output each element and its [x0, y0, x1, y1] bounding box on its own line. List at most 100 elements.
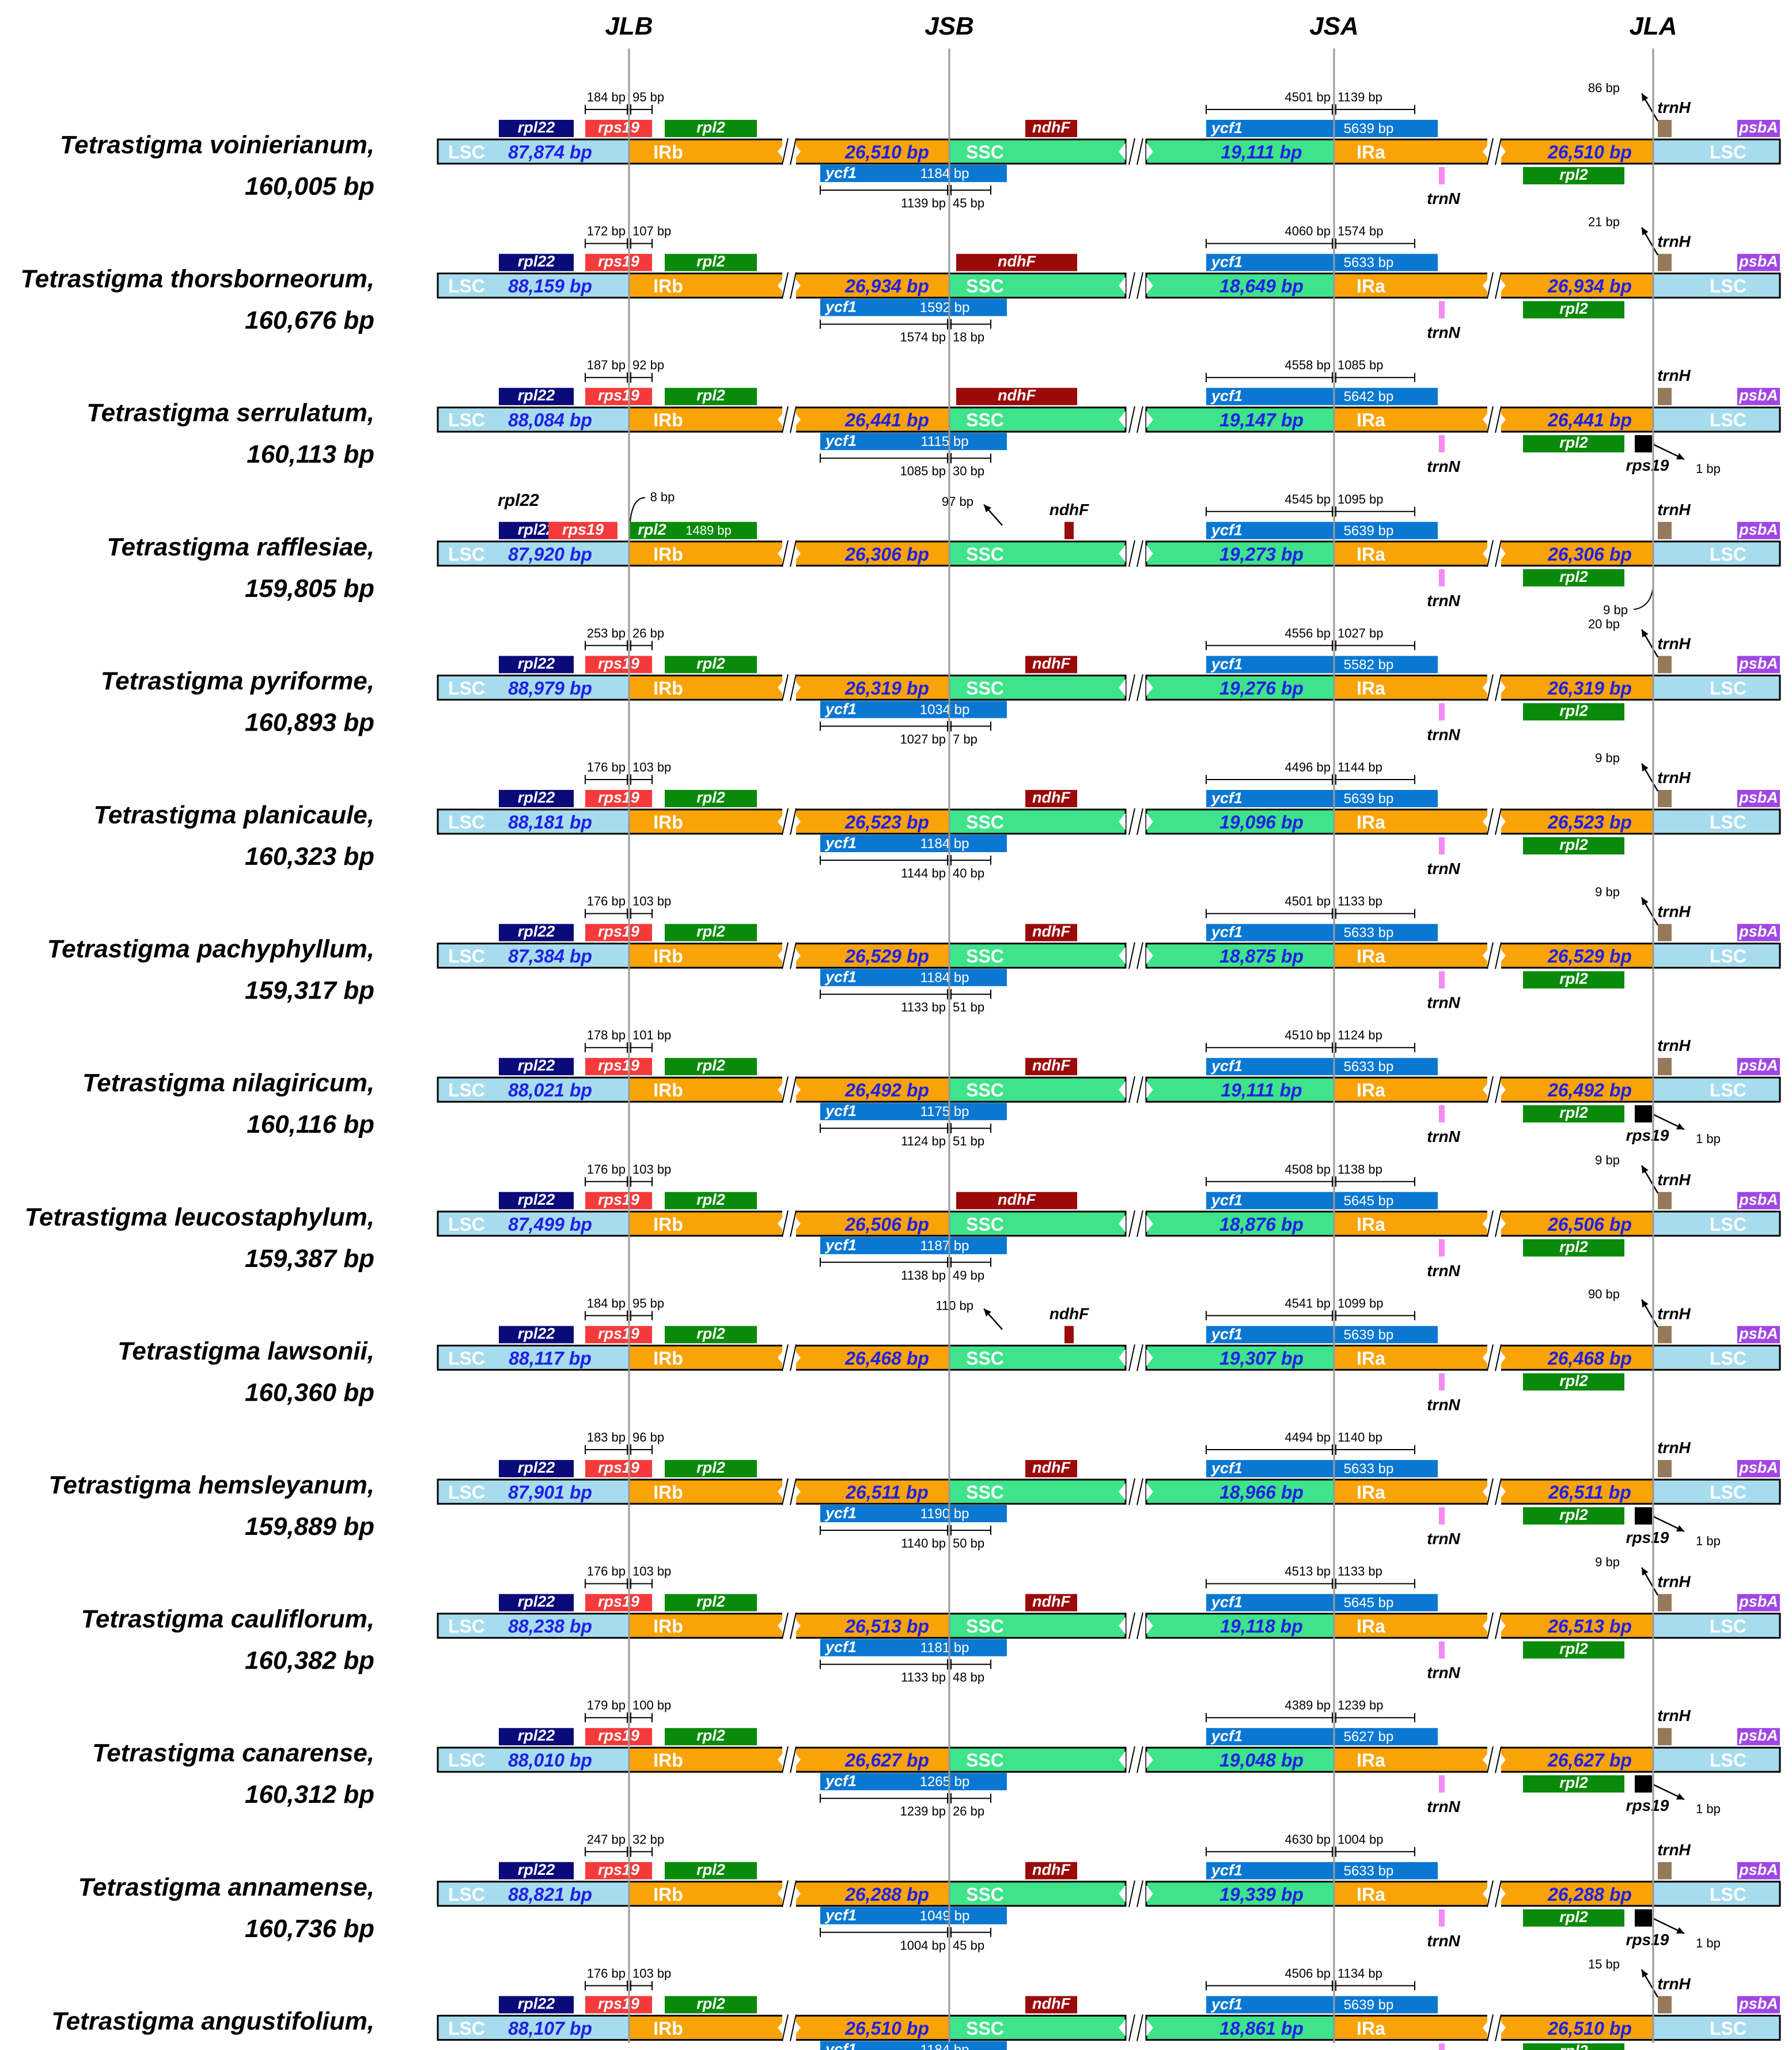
- lsc-label: LSC: [448, 1750, 485, 1771]
- lsc-right-label: LSC: [1710, 1750, 1746, 1771]
- rpl2-ira-label: rpl2: [1559, 702, 1588, 719]
- rpl2-ira-box: [1523, 971, 1624, 989]
- rpl22-label: rpl22: [518, 923, 555, 940]
- break-mark: [1487, 1612, 1494, 1639]
- irb-label: IRb: [653, 678, 683, 698]
- rpl2-label: rpl2: [696, 1325, 725, 1342]
- ssc-arrow: [1119, 544, 1126, 562]
- ycf1-ssc-label: ycf1: [1210, 521, 1242, 539]
- jsa-bracket-right-value: 1133 bp: [1338, 894, 1382, 909]
- trnn-box: [1439, 971, 1445, 989]
- rpl22-box: [499, 924, 574, 941]
- trnh-gap-arrow-head: [1642, 227, 1649, 236]
- trnh-box: [1658, 1192, 1672, 1209]
- break-mark: [1487, 1344, 1494, 1371]
- ssc-right-arrow: [1146, 1483, 1153, 1500]
- trnn-label: trnN: [1427, 860, 1460, 878]
- ycf1-ir-label: ycf1: [824, 298, 857, 316]
- rpl22-label: rpl22: [518, 387, 555, 404]
- rpl2-ira-label: rpl2: [1559, 300, 1588, 317]
- break-mark: [1487, 540, 1494, 568]
- ycf1-ssc-box: [1206, 254, 1438, 271]
- irb-segment: [628, 2014, 786, 2041]
- ssc-length: 19,339 bp: [1219, 1884, 1304, 1905]
- ssc-label: SSC: [966, 678, 1004, 698]
- trnh-gap-value: 20 bp: [1588, 616, 1620, 631]
- ssc-arrow: [1119, 813, 1126, 830]
- rpl22-box: [499, 1594, 574, 1612]
- break-mark: [782, 406, 789, 433]
- jsa-bracket-right-value: 1099 bp: [1338, 1296, 1384, 1310]
- break-mark: [1495, 1612, 1502, 1639]
- species-row: Tetrastigma angustifolium, 159,988 bp LSC 8…: [51, 1957, 1781, 2050]
- ira-length: 26,492 bp: [1547, 1080, 1632, 1100]
- trnh-label: trnH: [1657, 1573, 1691, 1591]
- ssc-right-arrow: [1146, 1215, 1153, 1232]
- ndhf-label: ndhF: [998, 253, 1036, 270]
- irb-cont-segment: [793, 540, 950, 567]
- ndhf-label: ndhF: [1032, 789, 1071, 806]
- ira-cont-segment: [1498, 808, 1654, 835]
- break-mark: [790, 1478, 797, 1506]
- break-mark: [1128, 1344, 1135, 1371]
- psba-label: psbA: [1738, 923, 1778, 940]
- jsa-bracket-right-value: 1239 bp: [1338, 1698, 1384, 1712]
- ndhf-label: ndhF: [998, 387, 1036, 404]
- rps19-ira-label: rps19: [1626, 1796, 1669, 1814]
- lsc-label: LSC: [448, 812, 485, 833]
- ssc-label: SSC: [966, 1750, 1004, 1771]
- jsa-bracket-left-value: 4506 bp: [1285, 1966, 1331, 1980]
- ssc-right-arrow: [1146, 1617, 1153, 1635]
- jsb-bracket-right-value: 18 bp: [953, 330, 984, 345]
- trnh-box: [1658, 1594, 1672, 1612]
- trnh-gap-arrow-head: [1642, 93, 1649, 101]
- genome-size: 160,005 bp: [245, 172, 374, 201]
- species-row: Tetrastigma leucostaphylum, 159,387 bp LSC…: [25, 1153, 1781, 1283]
- trnh-box: [1658, 521, 1672, 539]
- ssc-label: SSC: [966, 2018, 1004, 2038]
- trnh-gap-arrow-head: [1642, 629, 1649, 638]
- lsc-label: LSC: [448, 1482, 485, 1503]
- irb-length: 26,627 bp: [844, 1750, 929, 1771]
- irb-segment: [628, 808, 786, 835]
- rps19-box: [585, 1728, 652, 1746]
- irb-label: IRb: [653, 276, 683, 297]
- jsb-bracket-left-value: 1027 bp: [900, 732, 946, 746]
- trnn-label: trnN: [1427, 1128, 1460, 1145]
- ndhf-box: [1025, 924, 1077, 941]
- lsc-length: 87,874 bp: [508, 142, 592, 162]
- rpl2-ira-box: [1523, 703, 1624, 721]
- break-mark: [1136, 1880, 1143, 1908]
- ssc-left-segment: [948, 273, 1127, 299]
- break-mark: [790, 406, 797, 433]
- trnn-label: trnN: [1427, 457, 1460, 475]
- trnn-label: trnN: [1427, 994, 1460, 1012]
- ira-segment: [1333, 2014, 1491, 2041]
- lsc-right-label: LSC: [1710, 1884, 1746, 1905]
- ycf1-ssc-label: ycf1: [1210, 655, 1242, 672]
- ycf1-ir-box: [820, 701, 1007, 718]
- ycf1-ssc-label: ycf1: [1210, 1057, 1242, 1075]
- ndhf-label: ndhF: [1050, 1304, 1089, 1322]
- trnn-label: trnN: [1427, 1798, 1460, 1816]
- rps19-ira-label: rps19: [1626, 1931, 1669, 1949]
- ycf1-ir-box: [820, 1639, 1007, 1656]
- species-row: Tetrastigma planicaule, 160,323 bp LSC 88,1…: [94, 751, 1781, 880]
- jlb-bracket-left-value: 172 bp: [587, 224, 626, 239]
- lsc-right-label: LSC: [1710, 678, 1746, 698]
- jsb-bracket-right-value: 48 bp: [953, 1670, 984, 1685]
- trnh-gap-value: 21 bp: [1588, 215, 1620, 229]
- ssc-length: 19,111 bp: [1221, 142, 1302, 162]
- jlb-bracket-right-value: 101 bp: [632, 1028, 671, 1042]
- break-mark: [790, 540, 797, 568]
- rpl2-ira-label: rpl2: [1559, 1372, 1588, 1389]
- jsb-bracket-right-value: 45 bp: [953, 1938, 984, 1953]
- irb-label: IRb: [653, 142, 683, 162]
- ycf1-ssc-label: ycf1: [1210, 1995, 1242, 2013]
- jsb-bracket-left-value: 1144 bp: [901, 866, 946, 880]
- jsa-bracket-left-value: 4060 bp: [1285, 224, 1331, 239]
- ssc-right-segment: [1145, 2014, 1335, 2041]
- jsa-bracket-left-value: 4510 bp: [1285, 1028, 1331, 1042]
- lsc-right-label: LSC: [1710, 1616, 1746, 1637]
